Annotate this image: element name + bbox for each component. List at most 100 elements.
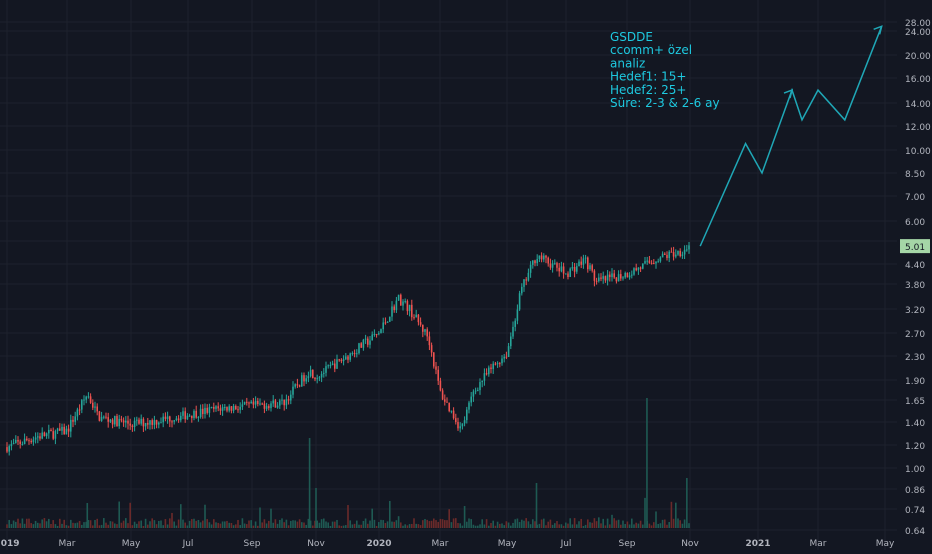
volume-bar: [461, 525, 464, 528]
volume-bar: [254, 521, 257, 528]
candle-body: [481, 380, 483, 383]
volume-bar: [72, 522, 74, 528]
volume-bar: [613, 518, 615, 528]
price-tick-label: 1.65: [905, 397, 925, 407]
candle-body: [28, 440, 30, 442]
candle-body: [472, 391, 475, 397]
price-tick-label: 0.86: [905, 486, 925, 496]
candle-body: [54, 431, 57, 439]
volume-bar: [474, 525, 477, 528]
annotation-line-1: GSDDE: [610, 30, 653, 44]
volume-bar: [353, 523, 356, 528]
volume-bar: [92, 525, 94, 528]
candle-body: [466, 409, 468, 421]
volume-bar: [45, 521, 48, 528]
volume-bar: [276, 523, 279, 528]
volume-bar: [164, 519, 167, 528]
volume-bar: [384, 523, 387, 528]
volume-spike: [535, 483, 538, 528]
volume-bar: [169, 518, 171, 528]
candle-body: [265, 406, 268, 409]
forecast-arrow[interactable]: [699, 25, 883, 247]
price-tick-label: 1.40: [905, 419, 925, 429]
volume-bar: [334, 521, 336, 528]
candle-body: [17, 439, 19, 442]
candle-body: [83, 399, 85, 401]
time-axis[interactable]: 2019 Mar May Jul Sep Nov 2020 Mar May Jul Sep Nov 20…: [0, 539, 895, 549]
time-tick-label: Sep: [244, 539, 261, 549]
volume-bar: [466, 521, 468, 528]
volume-bar: [111, 521, 114, 528]
volume-bar: [547, 521, 549, 528]
volume-bar: [83, 522, 85, 528]
volume-bar: [257, 525, 259, 528]
candle-body: [336, 359, 338, 369]
candle-body: [155, 419, 158, 425]
volume-bar: [626, 521, 629, 528]
candle-body: [446, 401, 448, 403]
volume-bar: [19, 523, 21, 528]
candle-body: [514, 320, 516, 327]
forecast-line[interactable]: [699, 26, 883, 247]
volume-bar: [668, 522, 670, 528]
volume-bar: [226, 520, 228, 528]
volume-bar: [81, 524, 83, 528]
volume-bar: [437, 521, 439, 528]
volume-bar: [85, 521, 87, 528]
volume-bar: [155, 524, 158, 528]
candle-body: [26, 438, 28, 441]
volume-bar: [120, 522, 123, 528]
candle-body: [232, 406, 235, 411]
candle-body: [551, 263, 554, 268]
candle-body: [153, 419, 156, 425]
candle-body: [72, 419, 74, 422]
candle-body: [61, 426, 63, 431]
volume-bar: [175, 525, 178, 528]
candle-body: [162, 416, 164, 423]
candle-body: [118, 418, 120, 427]
volume-bar: [54, 524, 57, 528]
volume-bar: [413, 518, 415, 528]
candle-body: [87, 396, 90, 398]
candle-body: [314, 378, 316, 380]
volume-bar: [554, 523, 556, 528]
time-tick-label: 2019: [0, 539, 20, 549]
volume-bar: [131, 525, 134, 528]
volume-bar: [41, 519, 43, 528]
volume-bar: [70, 519, 72, 528]
volume-bar: [450, 522, 453, 528]
volume-bar: [217, 522, 219, 528]
candle-body: [301, 375, 303, 387]
candle-body: [30, 440, 32, 443]
volume-bar: [307, 518, 310, 528]
volume-bar: [12, 520, 15, 528]
candle-body: [109, 419, 112, 422]
candle-body: [661, 253, 664, 258]
candlestick-series[interactable]: [6, 241, 690, 456]
price-tick-label: 4.40: [905, 261, 925, 271]
price-tick-label: 20.00: [905, 52, 931, 62]
volume-bar: [375, 525, 378, 528]
volume-bar: [441, 519, 444, 528]
volume-bar: [653, 522, 655, 528]
candle-body: [536, 258, 538, 264]
volume-bar: [180, 504, 182, 528]
volume-bar: [512, 522, 514, 528]
volume-bar: [591, 522, 593, 528]
candle-body: [325, 366, 327, 373]
price-tick-label: 10.00: [905, 147, 931, 157]
time-tick-label: May: [122, 539, 141, 549]
volume-bar: [598, 517, 600, 528]
candle-body: [683, 249, 686, 255]
volume-bar: [639, 520, 642, 528]
candle-body: [50, 429, 52, 432]
candle-body: [670, 251, 673, 253]
annotation-line-2: ccomm+ özel: [610, 43, 692, 57]
candle-body: [415, 314, 417, 318]
candle-body: [177, 418, 180, 421]
volume-bar: [567, 523, 569, 528]
